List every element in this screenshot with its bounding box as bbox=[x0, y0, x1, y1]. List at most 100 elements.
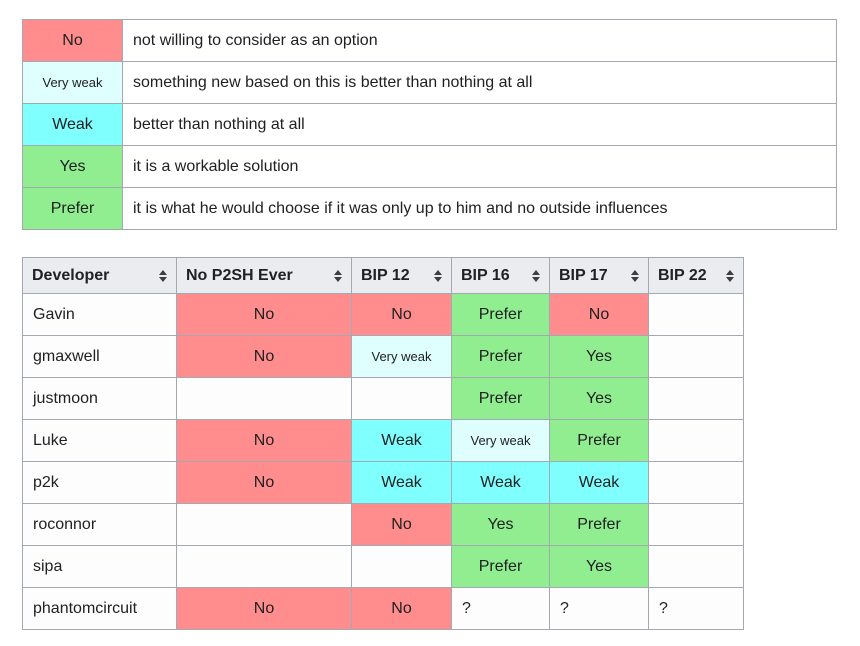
sort-icon[interactable] bbox=[532, 269, 540, 282]
legend-row: Weak better than nothing at all bbox=[22, 103, 837, 146]
vote-cell bbox=[351, 545, 452, 588]
header-label: BIP 22 bbox=[658, 266, 707, 284]
votes-row-phantomcircuit: phantomcircuit No No??? bbox=[22, 587, 744, 630]
vote-cell: No bbox=[176, 587, 352, 630]
legend-color-cell: Weak bbox=[22, 103, 123, 146]
sort-down-arrow-icon bbox=[159, 276, 167, 282]
vote-cell bbox=[648, 419, 744, 462]
vote-cell bbox=[648, 335, 744, 378]
legend-color-cell: No bbox=[22, 19, 123, 62]
legend-description-cell: something new based on this is better th… bbox=[122, 61, 837, 104]
votes-header-no-p2sh-ever[interactable]: No P2SH Ever bbox=[176, 257, 352, 294]
legend-description-cell: not willing to consider as an option bbox=[122, 19, 837, 62]
vote-cell: Prefer bbox=[549, 503, 649, 546]
votes-header-bip-12[interactable]: BIP 12 bbox=[351, 257, 452, 294]
vote-cell: Weak bbox=[451, 461, 550, 504]
sort-up-arrow-icon bbox=[726, 269, 734, 275]
sort-up-arrow-icon bbox=[532, 269, 540, 275]
sort-down-arrow-icon bbox=[631, 276, 639, 282]
votes-row-justmoon: justmoon Prefer Yes bbox=[22, 377, 744, 420]
vote-cell: Weak bbox=[351, 461, 452, 504]
sort-icon[interactable] bbox=[334, 269, 342, 282]
votes-table: Developer No P2SH Ever BIP 12 BIP 16 BIP 17 B… bbox=[22, 257, 744, 630]
header-label: No P2SH Ever bbox=[186, 266, 293, 284]
vote-cell: Yes bbox=[451, 503, 550, 546]
vote-cell bbox=[648, 293, 744, 336]
vote-cell: No bbox=[351, 587, 452, 630]
vote-cell: Prefer bbox=[451, 545, 550, 588]
legend-row: Yes it is a workable solution bbox=[22, 145, 837, 188]
sort-up-arrow-icon bbox=[631, 269, 639, 275]
vote-cell bbox=[648, 461, 744, 504]
vote-cell: No bbox=[351, 293, 452, 336]
sort-icon[interactable] bbox=[631, 269, 639, 282]
developer-cell: roconnor bbox=[22, 503, 177, 546]
developer-cell: Gavin bbox=[22, 293, 177, 336]
sort-down-arrow-icon bbox=[532, 276, 540, 282]
header-label: Developer bbox=[32, 266, 110, 284]
votes-header-bip-16[interactable]: BIP 16 bbox=[451, 257, 550, 294]
developer-cell: gmaxwell bbox=[22, 335, 177, 378]
vote-cell: ? bbox=[451, 587, 550, 630]
vote-cell: Prefer bbox=[549, 419, 649, 462]
vote-cell: No bbox=[549, 293, 649, 336]
vote-cell: Yes bbox=[549, 335, 649, 378]
votes-header-developer[interactable]: Developer bbox=[22, 257, 177, 294]
vote-cell: No bbox=[176, 293, 352, 336]
header-label: BIP 16 bbox=[461, 266, 510, 284]
votes-row-roconnor: roconnor No Yes Prefer bbox=[22, 503, 744, 546]
sort-up-arrow-icon bbox=[434, 269, 442, 275]
sort-down-arrow-icon bbox=[434, 276, 442, 282]
votes-row-luke: Luke No Weak Very weak Prefer bbox=[22, 419, 744, 462]
vote-cell: No bbox=[351, 503, 452, 546]
vote-cell: Yes bbox=[549, 545, 649, 588]
votes-header-bip-22[interactable]: BIP 22 bbox=[648, 257, 744, 294]
vote-cell: Prefer bbox=[451, 293, 550, 336]
developer-cell: phantomcircuit bbox=[22, 587, 177, 630]
vote-cell bbox=[648, 377, 744, 420]
vote-cell: Yes bbox=[549, 377, 649, 420]
sort-icon[interactable] bbox=[159, 269, 167, 282]
legend-row: Very weak something new based on this is … bbox=[22, 61, 837, 104]
legend-description-cell: it is what he would choose if it was onl… bbox=[122, 187, 837, 230]
developer-cell: Luke bbox=[22, 419, 177, 462]
vote-cell: No bbox=[176, 335, 352, 378]
developer-cell: p2k bbox=[22, 461, 177, 504]
legend-row: No not willing to consider as an option bbox=[22, 19, 837, 62]
vote-cell bbox=[176, 503, 352, 546]
vote-cell bbox=[648, 503, 744, 546]
header-label: BIP 12 bbox=[361, 266, 410, 284]
votes-row-gmaxwell: gmaxwell No Very weak Prefer Yes bbox=[22, 335, 744, 378]
sort-icon[interactable] bbox=[726, 269, 734, 282]
developer-cell: sipa bbox=[22, 545, 177, 588]
votes-row-sipa: sipa Prefer Yes bbox=[22, 545, 744, 588]
vote-cell: ? bbox=[648, 587, 744, 630]
sort-up-arrow-icon bbox=[334, 269, 342, 275]
vote-cell: Weak bbox=[351, 419, 452, 462]
sort-up-arrow-icon bbox=[159, 269, 167, 275]
vote-cell: Very weak bbox=[351, 335, 452, 378]
legend-table: No not willing to consider as an option Ve… bbox=[22, 19, 837, 230]
vote-cell: No bbox=[176, 461, 352, 504]
legend-color-cell: Yes bbox=[22, 145, 123, 188]
votes-header-bip-17[interactable]: BIP 17 bbox=[549, 257, 649, 294]
votes-row-gavin: Gavin No No Prefer No bbox=[22, 293, 744, 336]
votes-row-p2k: p2k No Weak Weak Weak bbox=[22, 461, 744, 504]
legend-color-cell: Prefer bbox=[22, 187, 123, 230]
vote-cell: Prefer bbox=[451, 377, 550, 420]
legend-description-cell: it is a workable solution bbox=[122, 145, 837, 188]
vote-cell: Weak bbox=[549, 461, 649, 504]
legend-description-cell: better than nothing at all bbox=[122, 103, 837, 146]
vote-cell bbox=[176, 545, 352, 588]
vote-cell: ? bbox=[549, 587, 649, 630]
vote-cell: Prefer bbox=[451, 335, 550, 378]
sort-down-arrow-icon bbox=[334, 276, 342, 282]
developer-cell: justmoon bbox=[22, 377, 177, 420]
vote-cell bbox=[351, 377, 452, 420]
legend-row: Prefer it is what he would choose if it w… bbox=[22, 187, 837, 230]
votes-header-row: Developer No P2SH Ever BIP 12 BIP 16 BIP 17 B… bbox=[22, 257, 744, 294]
sort-icon[interactable] bbox=[434, 269, 442, 282]
vote-cell: No bbox=[176, 419, 352, 462]
vote-cell: Very weak bbox=[451, 419, 550, 462]
